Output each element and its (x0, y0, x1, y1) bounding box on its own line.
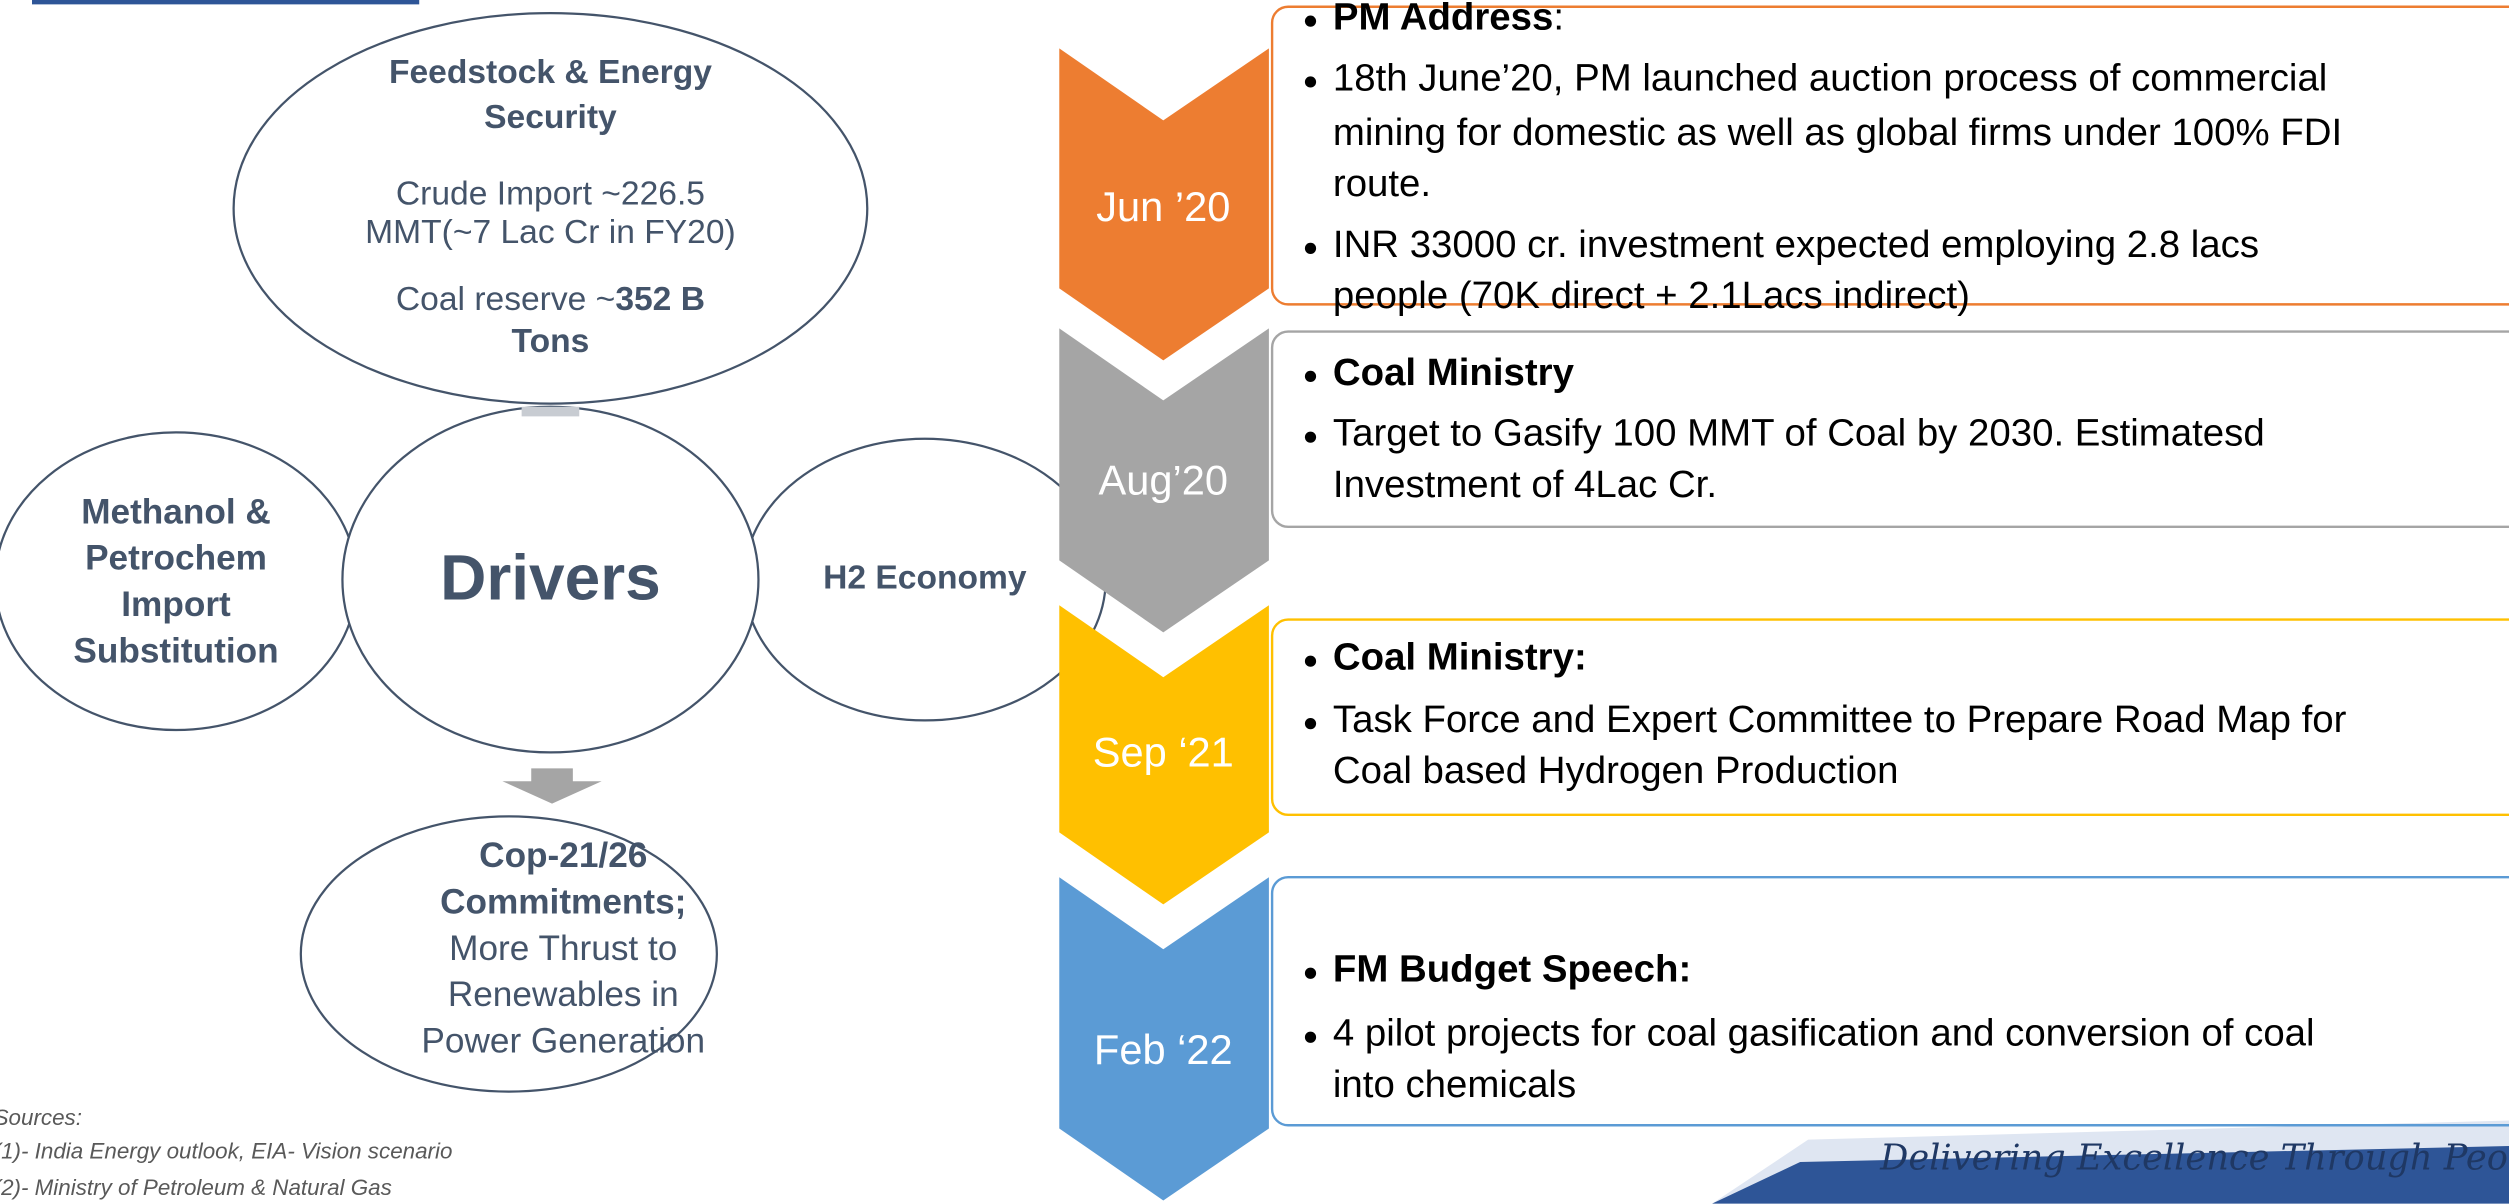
text-line: people (70K direct + 2.1Lacs indirect) (1333, 274, 1970, 317)
text-segment: MMT(~7 Lac Cr in FY20) (365, 214, 736, 251)
text-segment: Coal Ministry: (1333, 636, 1587, 679)
bullet (1304, 242, 1317, 254)
bullet (1304, 718, 1317, 730)
text-segment: : (1553, 0, 1564, 39)
left-label: Substitution (73, 632, 278, 671)
chevron (1059, 877, 1269, 1201)
text-line: Commitments; (440, 883, 686, 922)
left-label: Import (121, 585, 231, 624)
text-segment: Power Generation (421, 1022, 705, 1061)
text-segment: Commitments; (440, 883, 686, 922)
chevron (1059, 605, 1269, 905)
source-line: (1)- India Energy outlook, EIA- Vision s… (0, 1138, 452, 1163)
text-segment: FM Budget Speech: (1333, 948, 1691, 991)
source-line: Sources: (0, 1105, 82, 1130)
bullet (1304, 1031, 1317, 1043)
text-line: Tons (512, 323, 590, 360)
text-segment: Renewables in (448, 976, 679, 1015)
chevron (1059, 48, 1269, 361)
center-label: Drivers (440, 542, 661, 614)
banner (1712, 1146, 2509, 1204)
text-line: Crude Import ~226.5 (396, 175, 705, 212)
right-label: H2 Economy (823, 559, 1027, 596)
date-label: Aug’20 (1099, 457, 1229, 504)
text-line: mining for domestic as well as global fi… (1333, 111, 2342, 154)
text-segment: 352 B (615, 281, 705, 318)
chevron (1059, 328, 1269, 633)
text-line: Feedstock & Energy (389, 54, 712, 91)
text-line: INR 33000 cr. investment expected employ… (1333, 223, 2259, 266)
text-segment: Investment of 4Lac Cr. (1333, 463, 1717, 506)
text-line: route. (1333, 162, 1431, 205)
text-line: Power Generation (421, 1022, 705, 1061)
text-segment: PM Address (1333, 0, 1553, 39)
text-line: Security (484, 99, 617, 136)
bullet (1304, 370, 1317, 382)
connector (521, 406, 580, 417)
event-box (1270, 330, 2509, 528)
text-line: Coal reserve ~352 B (396, 281, 705, 318)
date-label: Sep ‘21 (1093, 729, 1234, 776)
text-segment: mining for domestic as well as global fi… (1333, 111, 2342, 154)
center-ellipse (341, 405, 760, 754)
text-segment: INR 33000 cr. investment expected employ… (1333, 223, 2259, 266)
text-segment: Task Force and Expert Committee to Prepa… (1333, 698, 2347, 741)
down-arrow (502, 768, 602, 804)
text-line: Renewables in (448, 976, 679, 1015)
text-line: 4 pilot projects for coal gasification a… (1333, 1012, 2315, 1055)
text-segment: 4 pilot projects for coal gasification a… (1333, 1012, 2315, 1055)
event-box (1270, 618, 2509, 817)
text-segment: Coal Ministry (1333, 351, 1575, 394)
text-line: Cop-21/26 (479, 836, 647, 875)
text-line: FM Budget Speech: (1333, 948, 1691, 991)
text-segment: into chemicals (1333, 1063, 1576, 1106)
left-label: Methanol & (81, 492, 271, 531)
text-segment: route. (1333, 162, 1431, 205)
text-line: PM Address: (1333, 0, 1564, 39)
text-segment: Crude Import ~226.5 (396, 175, 705, 212)
event-box (1270, 876, 2509, 1127)
text-segment: Tons (512, 323, 590, 360)
text-segment: Security (484, 99, 617, 136)
bullet (1304, 655, 1317, 667)
event-box (1270, 5, 2509, 306)
driver-shapes (0, 12, 1107, 1093)
text-line: Coal based Hydrogen Production (1333, 749, 1899, 792)
text-line: Coal Ministry: (1333, 636, 1587, 679)
text-line: 18th June’20, PM launched auction proces… (1333, 56, 2327, 99)
text-line: MMT(~7 Lac Cr in FY20) (365, 214, 736, 251)
text-segment: More Thrust to (449, 929, 677, 968)
date-label: Feb ‘22 (1094, 1026, 1233, 1073)
text-segment: Coal reserve ~ (396, 281, 615, 318)
text-segment: Cop-21/26 (479, 836, 647, 875)
bullet (1304, 431, 1317, 443)
bullet (1304, 76, 1317, 88)
footer-tagline: Delivering Excellence Through People (1879, 1137, 2509, 1178)
text-segment: Feedstock & Energy (389, 54, 712, 91)
text-line: Task Force and Expert Committee to Prepa… (1333, 698, 2347, 741)
text-segment: Target to Gasify 100 MMT of Coal by 2030… (1333, 412, 2265, 455)
text-line: into chemicals (1333, 1063, 1576, 1106)
source-line: (2)- Ministry of Petroleum & Natural Gas (0, 1175, 392, 1200)
text-line: Target to Gasify 100 MMT of Coal by 2030… (1333, 412, 2265, 455)
bullet (1304, 15, 1317, 27)
text-segment: people (70K direct + 2.1Lacs indirect) (1333, 274, 1970, 317)
text-segment: Coal based Hydrogen Production (1333, 749, 1899, 792)
date-label: Jun ’20 (1096, 183, 1230, 230)
left-label: Petrochem (85, 539, 267, 578)
top-ellipse (232, 12, 869, 405)
text-line: Coal Ministry (1333, 351, 1575, 394)
text-segment: 18th June’20, PM launched auction proces… (1333, 56, 2327, 99)
text-line: Investment of 4Lac Cr. (1333, 463, 1717, 506)
left-ellipse (0, 431, 358, 732)
bullet (1304, 967, 1317, 979)
text-line: More Thrust to (449, 929, 677, 968)
bottom-ellipse (299, 815, 718, 1093)
